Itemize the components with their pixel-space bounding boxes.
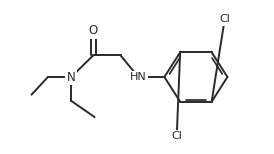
Text: N: N xyxy=(67,71,76,83)
Text: Cl: Cl xyxy=(171,131,182,141)
Text: O: O xyxy=(89,24,98,37)
Text: HN: HN xyxy=(130,72,147,82)
Text: Cl: Cl xyxy=(219,14,230,24)
